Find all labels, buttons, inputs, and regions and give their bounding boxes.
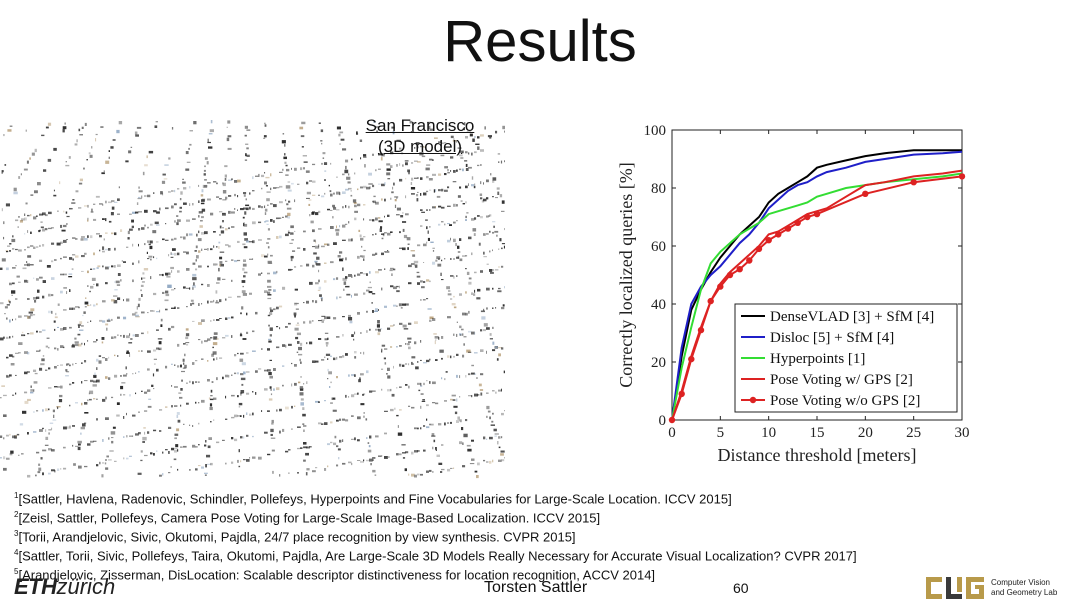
legend-entry: Pose Voting w/o GPS [2]: [770, 393, 920, 409]
eth-logo-bold: ETH: [14, 574, 57, 599]
y-tick-label: 80: [651, 181, 666, 197]
series-line-1: [671, 150, 963, 421]
x-tick-label: 0: [668, 425, 676, 441]
references: 1[Sattler, Havlena, Radenovic, Schindler…: [14, 488, 857, 583]
slide-title: Results: [443, 9, 637, 74]
reference-text: [Sattler, Torii, Sivic, Pollefeys, Taira…: [18, 548, 857, 564]
reference-number: 5: [14, 566, 19, 576]
series-point: [755, 245, 763, 253]
x-tick-label: 25: [906, 425, 921, 441]
y-tick-label: 60: [651, 239, 666, 255]
reference-text: [Arandjelovic, Zisserman, DisLocation: S…: [18, 567, 656, 583]
map-label-line2: (3D model): [377, 137, 463, 156]
x-tick-label: 5: [717, 425, 725, 441]
series-point: [746, 257, 753, 264]
map-label-line1: San Francisco: [365, 116, 475, 135]
series-point: [688, 355, 695, 363]
series-point: [736, 266, 743, 273]
legend-entry: DenseVLAD [3] + SfM [4]: [770, 309, 934, 325]
eth-logo-rest: zürich: [56, 574, 116, 599]
y-tick-label: 20: [651, 355, 666, 371]
series-point: [707, 297, 714, 305]
legend-entry: Disloc [5] + SfM [4]: [770, 330, 894, 346]
author-name: Torsten Sattler: [484, 579, 588, 596]
reference-number: 1: [14, 491, 19, 500]
reference-number: 4: [14, 547, 19, 557]
series-point: [765, 237, 772, 244]
legend-entry: Pose Voting w/ GPS [2]: [770, 372, 913, 388]
series-point: [717, 283, 724, 290]
eth-zurich-logo: ETHzürich: [14, 574, 115, 600]
reference-text: [Sattler, Havlena, Radenovic, Schindler,…: [18, 491, 732, 507]
reference-text: [Zeisl, Sattler, Pollefeys, Camera Pose …: [18, 510, 601, 526]
reference-item: 5[Arandjelovic, Zisserman, DisLocation: …: [14, 564, 857, 583]
y-tick-label: 100: [644, 123, 667, 139]
legend-entry: Hyperpoints [1]: [770, 351, 865, 367]
legend-box: [734, 303, 958, 413]
map-label: San Francisco (3D model): [355, 115, 485, 157]
reference-text: [Torii, Arandjelovic, Sivic, Okutomi, Pa…: [18, 529, 576, 545]
san-francisco-3d-model-image: [0, 120, 505, 479]
series-point: [813, 210, 821, 218]
legend-marker: [749, 396, 757, 404]
reference-item: 2[Zeisl, Sattler, Pollefeys, Camera Pose…: [14, 507, 857, 526]
y-tick-label: 40: [651, 297, 666, 313]
series-point: [784, 225, 792, 232]
series-point: [775, 231, 782, 238]
series-point: [697, 326, 705, 334]
y-axis-label: Correctly localized queries [%]: [616, 162, 636, 387]
series-point: [726, 271, 734, 279]
page-number: 60: [733, 580, 749, 596]
series-point: [804, 213, 811, 221]
series-point: [668, 416, 676, 424]
reference-number: 2: [14, 509, 19, 519]
series-point: [958, 173, 966, 180]
reference-number: 3: [14, 528, 19, 538]
y-tick-label: 0: [659, 413, 667, 429]
series-point: [678, 390, 685, 398]
x-axis-label: Distance threshold [meters]: [718, 445, 917, 465]
x-tick-label: 15: [810, 425, 825, 441]
reference-item: 1[Sattler, Havlena, Radenovic, Schindler…: [14, 488, 857, 507]
localization-chart: 0 5 10 15 20 25 30 0 20 40 60 80 100 Distance thresho…: [616, 123, 970, 465]
series-point: [910, 179, 917, 186]
reference-item: 4[Sattler, Torii, Sivic, Pollefeys, Tair…: [14, 545, 857, 564]
series-point: [862, 190, 869, 197]
x-tick-label: 30: [955, 425, 970, 441]
point-cloud: [0, 120, 505, 479]
cvg-lab-line1: Computer Vision: [991, 578, 1050, 587]
series-point: [794, 219, 801, 226]
x-tick-label: 10: [761, 425, 776, 441]
cvg-logo-icon: [926, 577, 984, 599]
x-tick-label: 20: [858, 425, 873, 441]
reference-item: 3[Torii, Arandjelovic, Sivic, Okutomi, P…: [14, 526, 857, 545]
cvg-lab-line2: and Geometry Lab: [991, 588, 1058, 597]
cvg-lab-name: Computer Vision and Geometry Lab: [991, 578, 1057, 598]
